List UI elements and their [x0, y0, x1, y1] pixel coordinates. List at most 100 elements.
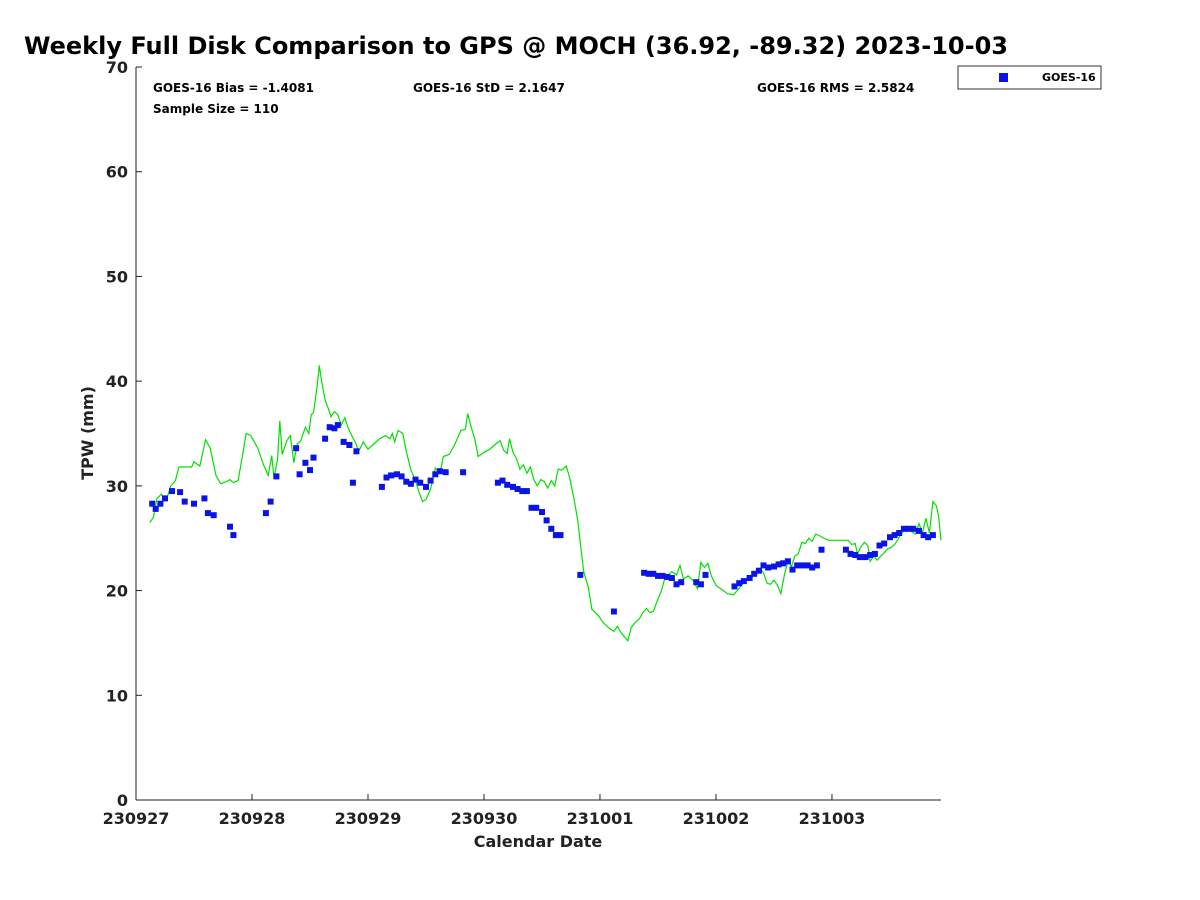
- goes16-point: [809, 564, 816, 571]
- goes16-point: [867, 552, 874, 558]
- goes16-point: [780, 560, 787, 567]
- goes16-point: [533, 504, 540, 511]
- goes16-point: [746, 575, 753, 581]
- goes16-point: [900, 525, 907, 532]
- sample-size-stat: Sample Size = 110: [153, 102, 279, 116]
- goes16-point: [887, 534, 893, 541]
- goes16-point: [302, 459, 309, 466]
- goes16-point: [177, 489, 184, 496]
- y-axis: 0 10 20 30 40 50 60 70: [106, 58, 142, 810]
- goes16-point: [871, 550, 878, 557]
- goes16-point: [610, 608, 617, 615]
- goes16-point: [267, 498, 274, 505]
- goes16-point: [641, 569, 648, 576]
- goes16-point: [460, 469, 467, 476]
- goes16-point: [862, 554, 869, 561]
- goes16-point: [760, 562, 767, 569]
- goes16-point: [920, 532, 927, 539]
- goes16-point: [152, 505, 159, 512]
- goes16-point: [673, 581, 680, 588]
- y-tick-label: 60: [106, 163, 128, 182]
- goes16-point: [346, 442, 353, 448]
- y-tick-label: 50: [106, 267, 128, 286]
- goes16-point: [383, 474, 390, 481]
- goes16-point: [442, 469, 449, 476]
- x-tick-label: 231001: [567, 809, 634, 828]
- goes16-point: [702, 571, 709, 578]
- goes16-point: [905, 525, 912, 532]
- legend-label-goes16: GOES-16: [1042, 71, 1096, 84]
- goes16-point: [891, 532, 898, 539]
- x-tick-label: 231002: [683, 809, 750, 828]
- goes16-point: [852, 552, 859, 558]
- goes16-point: [789, 566, 796, 573]
- goes16-point: [771, 563, 777, 570]
- plot-area: [136, 67, 941, 800]
- rms-stat: GOES-16 RMS = 2.5824: [757, 81, 914, 95]
- goes16-point: [847, 550, 854, 557]
- goes16-point: [557, 532, 564, 539]
- goes16-point: [407, 480, 414, 487]
- goes16-point: [896, 530, 903, 536]
- goes16-point: [668, 575, 675, 581]
- goes16-point: [227, 523, 233, 530]
- goes16-point: [423, 483, 429, 490]
- goes16-point: [731, 583, 738, 590]
- goes16-point: [659, 572, 666, 579]
- chart-title: Weekly Full Disk Comparison to GPS @ MOC…: [24, 32, 1008, 60]
- goes16-point: [331, 425, 338, 432]
- goes16-point: [273, 473, 280, 480]
- goes16-point: [149, 500, 156, 507]
- goes16-point: [784, 558, 791, 565]
- goes16-point: [230, 532, 237, 539]
- y-tick-label: 20: [106, 582, 128, 601]
- goes16-point: [349, 479, 356, 486]
- goes16-point: [310, 454, 317, 461]
- goes16-point: [340, 438, 347, 445]
- goes16-point: [813, 562, 820, 569]
- x-axis: 230927 230928 230929 230930 231001 231002 2310…: [103, 794, 865, 828]
- goes16-point: [552, 532, 559, 539]
- goes16-point: [204, 510, 211, 517]
- goes16-point: [307, 467, 313, 474]
- goes16-point: [755, 567, 762, 574]
- y-tick-label: 10: [106, 686, 128, 705]
- goes16-point: [539, 509, 545, 515]
- goes16-point: [436, 468, 443, 475]
- goes16-point: [751, 570, 758, 577]
- goes16-point: [910, 525, 917, 532]
- y-tick-label: 30: [106, 477, 128, 496]
- goes16-point: [736, 580, 743, 587]
- bias-stat: GOES-16 Bias = -1.4081: [153, 81, 314, 95]
- goes16-point: [262, 510, 269, 517]
- goes16-point: [504, 481, 511, 488]
- goes16-point: [403, 478, 410, 485]
- goes16-point: [794, 562, 801, 569]
- goes16-point: [388, 472, 395, 479]
- goes16-point: [876, 542, 883, 549]
- goes16-point: [157, 500, 164, 507]
- goes16-point: [519, 488, 526, 495]
- goes16-point: [929, 532, 936, 539]
- y-tick-label: 70: [106, 58, 128, 77]
- goes16-point: [162, 495, 168, 502]
- goes16-point: [494, 479, 501, 486]
- goes16-point: [548, 525, 555, 532]
- goes16-point: [800, 562, 806, 569]
- x-axis-label: Calendar Date: [474, 832, 603, 851]
- goes16-point: [191, 500, 197, 507]
- std-stat: GOES-16 StD = 2.1647: [413, 81, 565, 95]
- goes16-point: [427, 477, 434, 484]
- goes16-point: [650, 570, 657, 577]
- goes16-point: [740, 578, 747, 585]
- goes16-point: [510, 483, 516, 490]
- y-axis-label: TPW (mm): [78, 386, 97, 480]
- x-tick-label: 230927: [103, 809, 170, 828]
- goes16-point: [432, 471, 439, 478]
- goes16-point: [916, 527, 922, 534]
- goes16-point: [678, 579, 685, 586]
- goes16-point: [804, 562, 811, 569]
- goes16-point: [394, 471, 400, 478]
- y-tick-label: 0: [117, 791, 128, 810]
- legend-box: [957, 65, 1102, 90]
